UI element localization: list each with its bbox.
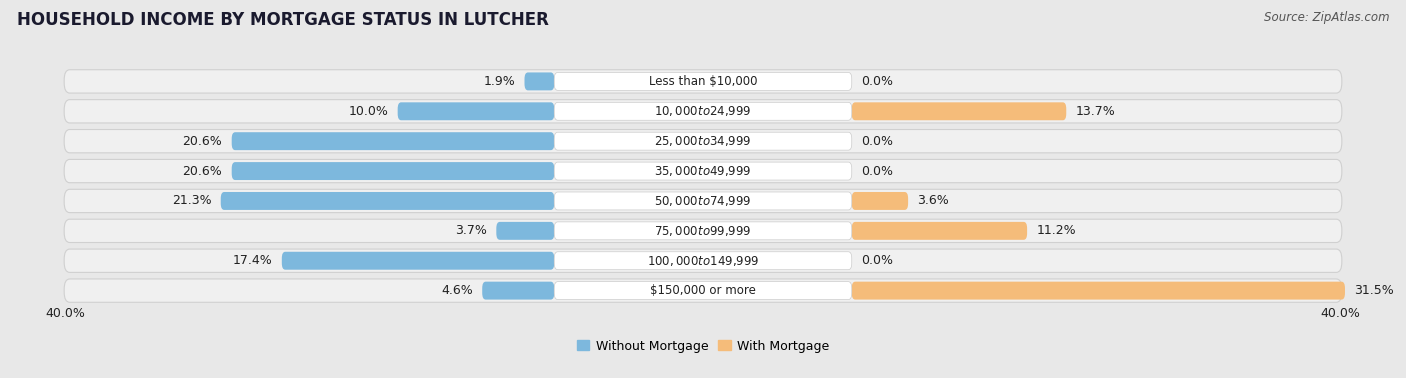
FancyBboxPatch shape [554, 222, 852, 240]
FancyBboxPatch shape [65, 219, 1341, 243]
FancyBboxPatch shape [65, 100, 1341, 123]
FancyBboxPatch shape [232, 132, 554, 150]
FancyBboxPatch shape [482, 282, 554, 300]
FancyBboxPatch shape [221, 192, 554, 210]
FancyBboxPatch shape [232, 162, 554, 180]
Text: $50,000 to $74,999: $50,000 to $74,999 [654, 194, 752, 208]
Text: $10,000 to $24,999: $10,000 to $24,999 [654, 104, 752, 118]
Text: 11.2%: 11.2% [1036, 225, 1076, 237]
FancyBboxPatch shape [554, 252, 852, 270]
FancyBboxPatch shape [554, 282, 852, 300]
FancyBboxPatch shape [852, 222, 1028, 240]
FancyBboxPatch shape [65, 189, 1341, 212]
FancyBboxPatch shape [554, 132, 852, 150]
FancyBboxPatch shape [852, 282, 1346, 300]
Text: 10.0%: 10.0% [349, 105, 388, 118]
FancyBboxPatch shape [65, 160, 1341, 183]
FancyBboxPatch shape [554, 102, 852, 120]
FancyBboxPatch shape [524, 73, 554, 90]
FancyBboxPatch shape [65, 249, 1341, 273]
Text: Source: ZipAtlas.com: Source: ZipAtlas.com [1264, 11, 1389, 24]
Text: 40.0%: 40.0% [1320, 307, 1361, 319]
FancyBboxPatch shape [554, 162, 852, 180]
FancyBboxPatch shape [496, 222, 554, 240]
FancyBboxPatch shape [65, 279, 1341, 302]
Text: $75,000 to $99,999: $75,000 to $99,999 [654, 224, 752, 238]
Text: 21.3%: 21.3% [172, 194, 211, 208]
Text: $35,000 to $49,999: $35,000 to $49,999 [654, 164, 752, 178]
Text: 31.5%: 31.5% [1354, 284, 1395, 297]
Text: 17.4%: 17.4% [232, 254, 273, 267]
Text: 0.0%: 0.0% [860, 254, 893, 267]
Text: 1.9%: 1.9% [484, 75, 515, 88]
FancyBboxPatch shape [554, 73, 852, 90]
Text: 20.6%: 20.6% [183, 164, 222, 178]
Text: $100,000 to $149,999: $100,000 to $149,999 [647, 254, 759, 268]
Text: 3.7%: 3.7% [456, 225, 486, 237]
Text: 40.0%: 40.0% [45, 307, 86, 319]
Text: 0.0%: 0.0% [860, 75, 893, 88]
Text: HOUSEHOLD INCOME BY MORTGAGE STATUS IN LUTCHER: HOUSEHOLD INCOME BY MORTGAGE STATUS IN L… [17, 11, 548, 29]
Text: 0.0%: 0.0% [860, 164, 893, 178]
FancyBboxPatch shape [65, 130, 1341, 153]
FancyBboxPatch shape [281, 252, 554, 270]
Text: $150,000 or more: $150,000 or more [650, 284, 756, 297]
Text: 13.7%: 13.7% [1076, 105, 1115, 118]
Text: 3.6%: 3.6% [918, 194, 949, 208]
FancyBboxPatch shape [554, 192, 852, 210]
Text: 4.6%: 4.6% [441, 284, 472, 297]
FancyBboxPatch shape [852, 192, 908, 210]
Text: 20.6%: 20.6% [183, 135, 222, 148]
Text: $25,000 to $34,999: $25,000 to $34,999 [654, 134, 752, 148]
FancyBboxPatch shape [398, 102, 554, 120]
Legend: Without Mortgage, With Mortgage: Without Mortgage, With Mortgage [572, 335, 834, 358]
FancyBboxPatch shape [65, 70, 1341, 93]
Text: Less than $10,000: Less than $10,000 [648, 75, 758, 88]
Text: 0.0%: 0.0% [860, 135, 893, 148]
FancyBboxPatch shape [852, 102, 1066, 120]
